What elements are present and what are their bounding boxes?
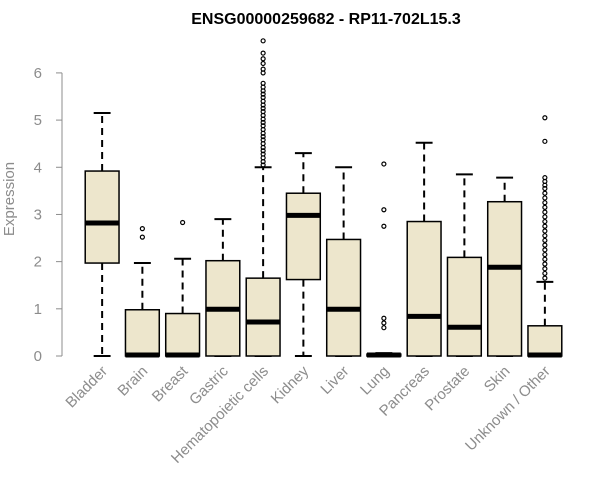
outlier-point <box>542 237 548 244</box>
outlier-point <box>260 108 266 115</box>
outlier-point <box>542 218 548 225</box>
outlier-point <box>260 105 266 111</box>
boxes-group <box>84 38 563 358</box>
outlier-point <box>180 219 186 226</box>
outlier-point <box>260 162 266 168</box>
iqr-box <box>84 170 120 264</box>
outlier-point <box>542 204 548 210</box>
outlier-point <box>542 190 548 196</box>
outlier-point <box>260 94 266 101</box>
outlier-point <box>260 66 266 72</box>
box-1 <box>124 226 161 358</box>
outlier-point <box>542 214 548 220</box>
outlier-point <box>542 195 548 201</box>
x-tick-label: Prostate <box>422 363 474 415</box>
outlier-point <box>542 200 548 206</box>
outlier-point <box>381 315 387 321</box>
outlier-point <box>542 223 548 229</box>
outlier-point <box>260 38 266 44</box>
x-tick-label: Bladder <box>62 363 111 412</box>
outlier-point <box>381 320 387 326</box>
outlier-point <box>381 223 387 229</box>
outlier-point <box>260 56 266 62</box>
y-tick-label: 6 <box>34 65 42 82</box>
box-5 <box>285 152 322 357</box>
y-axis-label: Expression <box>1 162 18 236</box>
outlier-point <box>260 148 266 154</box>
outlier-point <box>542 138 548 144</box>
y-tick-label: 5 <box>34 112 42 129</box>
box-3 <box>205 218 241 357</box>
iqr-box <box>406 220 442 357</box>
x-tick-label: Liver <box>317 363 352 398</box>
outlier-point <box>542 270 548 277</box>
y-tick-label: 2 <box>34 254 42 271</box>
iqr-box <box>527 325 563 357</box>
outlier-point <box>542 266 548 272</box>
x-tick-label: Brain <box>114 363 151 400</box>
outlier-point <box>542 175 548 181</box>
outlier-point <box>542 228 548 234</box>
y-tick-label: 0 <box>34 348 42 365</box>
iqr-box <box>486 200 523 357</box>
iqr-box <box>164 312 201 357</box>
outlier-point <box>542 115 548 121</box>
chart-title: ENSG00000259682 - RP11-702L15.3 <box>191 11 461 28</box>
outlier-point <box>260 134 266 140</box>
box-9 <box>446 173 483 357</box>
outlier-point <box>260 91 266 97</box>
outlier-point <box>260 119 266 126</box>
outlier-point <box>381 325 387 331</box>
outlier-point <box>260 123 266 129</box>
box-0 <box>84 112 120 357</box>
outlier-point <box>542 185 548 192</box>
outlier-point <box>542 256 548 262</box>
outlier-point <box>260 50 266 56</box>
y-axis: 0 1 2 3 4 5 6 <box>34 65 63 365</box>
y-tick-label: 4 <box>34 159 42 176</box>
box-10 <box>486 176 523 357</box>
outlier-point <box>542 275 548 281</box>
iqr-box <box>245 277 281 357</box>
iqr-box <box>285 192 322 281</box>
outlier-point <box>381 207 387 213</box>
box-7 <box>366 161 402 358</box>
outlier-point <box>542 209 548 215</box>
x-tick-label: Breast <box>149 362 192 405</box>
outlier-point <box>381 161 387 167</box>
iqr-box <box>325 238 362 357</box>
outlier-point <box>260 60 266 67</box>
x-tick-label: Kidney <box>268 362 313 407</box>
box-2 <box>164 219 201 358</box>
outlier-point <box>260 80 266 86</box>
x-tick-label: Lung <box>357 363 393 399</box>
outlier-point <box>542 233 548 239</box>
outlier-point <box>139 226 145 232</box>
y-tick-label: 1 <box>34 301 42 318</box>
outlier-point <box>139 234 145 240</box>
outlier-point <box>542 247 548 253</box>
outlier-point <box>542 251 548 258</box>
box-8 <box>406 141 442 357</box>
box-6 <box>325 166 362 357</box>
outlier-point <box>260 151 266 157</box>
outlier-point <box>542 242 548 248</box>
box-4 <box>245 38 281 357</box>
y-tick-label: 3 <box>34 206 42 223</box>
iqr-box <box>124 309 161 357</box>
box-11 <box>527 115 563 358</box>
outlier-point <box>260 137 266 143</box>
outlier-point <box>542 261 548 267</box>
x-tick-label: Skin <box>481 363 514 396</box>
iqr-box <box>446 256 483 357</box>
